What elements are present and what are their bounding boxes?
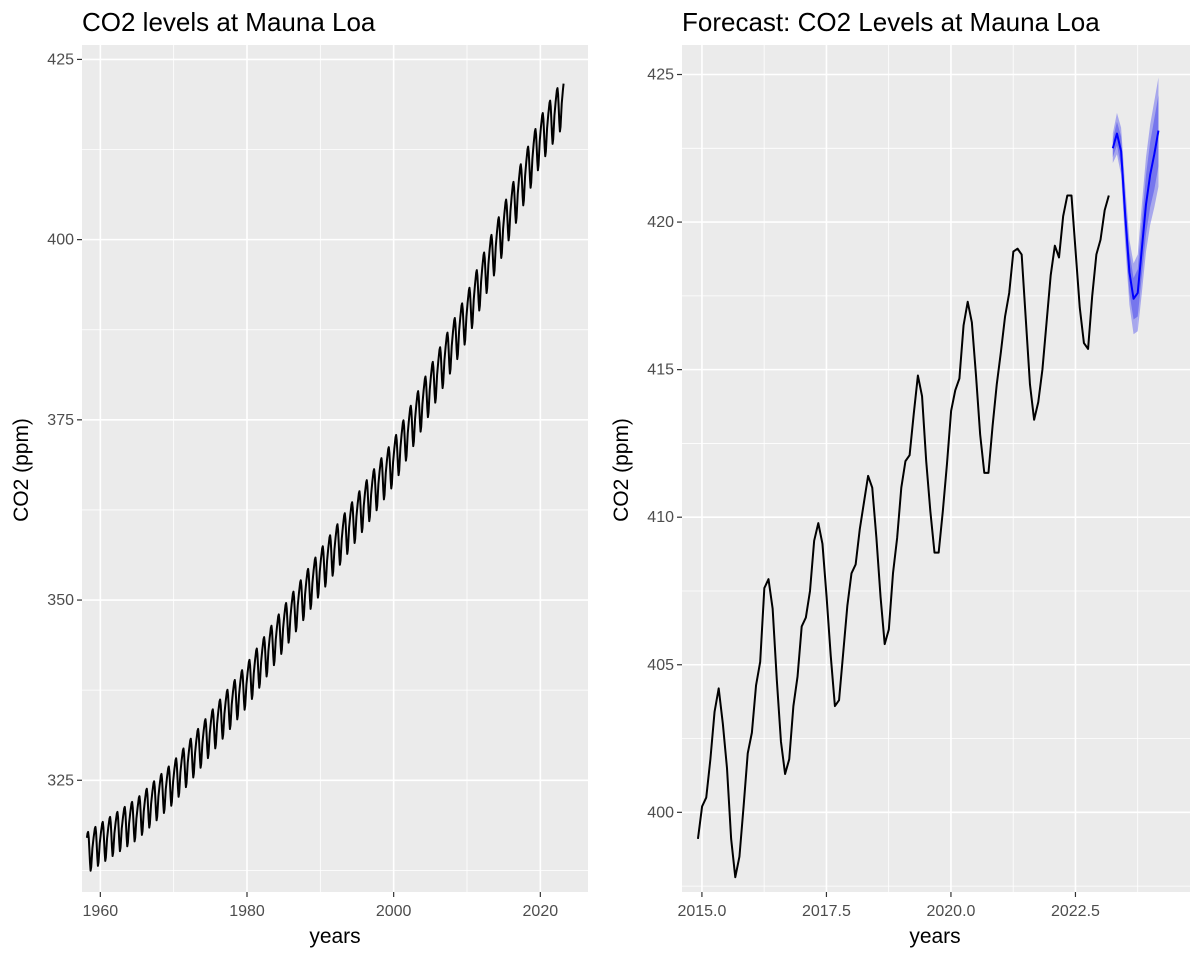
x-axis-label-right: years bbox=[909, 925, 960, 948]
grid-right bbox=[682, 45, 1190, 892]
y-tick-label: 375 bbox=[47, 412, 74, 429]
y-tick-label: 425 bbox=[647, 67, 674, 84]
series-group-right bbox=[696, 77, 1160, 879]
x-tick-label: 1980 bbox=[229, 903, 265, 920]
plot-area-left bbox=[82, 45, 588, 892]
x-tick-label: 2020 bbox=[523, 903, 559, 920]
y-tick-label: 325 bbox=[47, 772, 74, 789]
x-tick-label: 2022.5 bbox=[1051, 903, 1100, 920]
ticks-left: 1960 1980 2000 2020 325 350 375 400 425 bbox=[47, 51, 558, 920]
y-axis-label-right: CO2 (ppm) bbox=[610, 418, 633, 522]
chart-title-right: Forecast: CO2 Levels at Mauna Loa bbox=[682, 7, 1100, 37]
plot-area-right bbox=[682, 45, 1190, 892]
series-line-forecast bbox=[1111, 130, 1160, 300]
series-group-left bbox=[85, 83, 565, 872]
x-tick-label: 1960 bbox=[83, 903, 119, 920]
x-tick-label: 2020.0 bbox=[926, 903, 975, 920]
y-tick-label: 350 bbox=[47, 592, 74, 609]
y-tick-label: 410 bbox=[647, 509, 674, 526]
y-tick-label: 425 bbox=[47, 51, 74, 68]
series-line-observed bbox=[85, 83, 565, 872]
y-tick-label: 400 bbox=[47, 232, 74, 249]
chart-left: CO2 levels at Mauna Loa 1960 1980 2000 2020… bbox=[10, 7, 588, 948]
grid-left bbox=[82, 45, 588, 892]
y-tick-label: 420 bbox=[647, 214, 674, 231]
ticks-right: 2015.0 2017.5 2020.0 2022.5 400 405 410 415 420 4… bbox=[647, 67, 1100, 920]
y-tick-label: 415 bbox=[647, 362, 674, 379]
x-tick-label: 2000 bbox=[376, 903, 412, 920]
y-tick-label: 400 bbox=[647, 804, 674, 821]
chart-right: Forecast: CO2 Levels at Mauna Loa 2015.0… bbox=[610, 7, 1190, 948]
x-axis-label-left: years bbox=[309, 925, 360, 948]
y-tick-label: 405 bbox=[647, 657, 674, 674]
y-axis-label-left: CO2 (ppm) bbox=[10, 418, 33, 522]
forecast-band-80 bbox=[1112, 95, 1159, 320]
series-line-observed bbox=[696, 194, 1110, 879]
chart-title-left: CO2 levels at Mauna Loa bbox=[82, 7, 376, 37]
x-tick-label: 2017.5 bbox=[802, 903, 851, 920]
x-tick-label: 2015.0 bbox=[677, 903, 726, 920]
